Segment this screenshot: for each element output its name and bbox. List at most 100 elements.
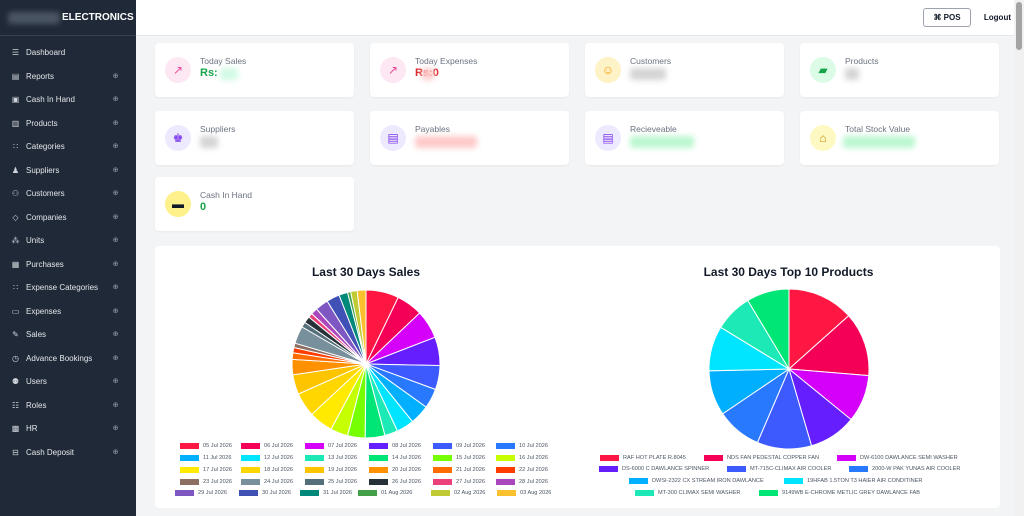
legend-item[interactable]: 06 Jul 2026: [241, 442, 293, 450]
brand-logo[interactable]: ELECTRONICS: [0, 0, 136, 36]
legend-item[interactable]: 27 Jul 2026: [433, 478, 485, 486]
legend-item[interactable]: 28 Jul 2026: [496, 478, 548, 486]
legend-item[interactable]: 07 Jul 2026: [305, 442, 357, 450]
legend-item[interactable]: 9149WB E-CHROME METLIC GREY DAWLANCE FAB: [759, 489, 920, 497]
customer-icon: ☺: [595, 57, 621, 83]
trend-up-icon: ↗: [165, 57, 191, 83]
legend-item[interactable]: 23 Jul 2026: [180, 478, 232, 486]
products-pie-slice[interactable]: [788, 288, 850, 371]
products-pie-slice[interactable]: [747, 288, 790, 371]
legend-label: 9149WB E-CHROME METLIC GREY DAWLANCE FAB: [782, 490, 921, 496]
sidebar-item-expenses[interactable]: ▭ Expenses ⊕: [0, 300, 136, 324]
sidebar-item-categories[interactable]: ∷ Categories ⊕: [0, 135, 136, 159]
legend-item[interactable]: 19HFAB 1.5TON T3 HAIER AIR CONDITINER: [784, 477, 922, 485]
legend-item[interactable]: 25 Jul 2026: [305, 478, 357, 486]
legend-item[interactable]: 24 Jul 2026: [241, 478, 293, 486]
legend-label: 28 Jul 2026: [519, 479, 548, 485]
legend-item[interactable]: 19 Jul 2026: [305, 466, 357, 474]
sidebar-item-customers[interactable]: ⚇ Customers ⊕: [0, 182, 136, 206]
legend-item[interactable]: 18 Jul 2026: [241, 466, 293, 474]
money-icon: ▤: [595, 125, 621, 151]
legend-item[interactable]: 13 Jul 2026: [305, 454, 357, 462]
sidebar-item-label: HR: [26, 424, 38, 434]
chevron-icon: ⊕: [112, 425, 119, 433]
legend-item[interactable]: 03 Aug 2026: [497, 489, 551, 497]
categories-icon: ∷: [12, 142, 19, 152]
legend-item[interactable]: 20 Jul 2026: [369, 466, 421, 474]
legend-item[interactable]: MT-715C-CLIMAX AIR COOLER: [727, 465, 831, 473]
sidebar-item-hr[interactable]: ▩ HR ⊕: [0, 417, 136, 441]
sidebar-item-companies[interactable]: ◇ Companies ⊕: [0, 206, 136, 230]
legend-item[interactable]: 08 Jul 2026: [369, 442, 421, 450]
legend-label: 18 Jul 2026: [264, 467, 293, 473]
legend-item[interactable]: 02 Aug 2026: [431, 489, 485, 497]
legend-item[interactable]: 31 Jul 2026: [300, 489, 352, 497]
sidebar-item-sales[interactable]: ✎ Sales ⊕: [0, 323, 136, 347]
legend-swatch: [241, 443, 260, 449]
legend-label: 24 Jul 2026: [264, 479, 293, 485]
legend-swatch: [305, 443, 324, 449]
sidebar-item-users[interactable]: ⚉ Users ⊕: [0, 370, 136, 394]
sidebar-item-units[interactable]: ⁂ Units ⊕: [0, 229, 136, 253]
legend-item[interactable]: 29 Jul 2026: [175, 489, 227, 497]
sidebar-item-cash-in-hand[interactable]: ▣ Cash In Hand ⊕: [0, 88, 136, 112]
legend-label: DWSI-2322 CX STREAM IRON DAWLANCE: [652, 478, 764, 484]
legend-item[interactable]: 12 Jul 2026: [241, 454, 293, 462]
legend-item[interactable]: 21 Jul 2026: [433, 466, 485, 474]
legend-item[interactable]: 09 Jul 2026: [433, 442, 485, 450]
legend-item[interactable]: 14 Jul 2026: [369, 454, 421, 462]
products-pie-slice[interactable]: [787, 315, 870, 377]
legend-item[interactable]: 15 Jul 2026: [433, 454, 485, 462]
grid-icon: ☰: [11, 48, 20, 58]
legend-item[interactable]: 26 Jul 2026: [369, 478, 421, 486]
legend-label: MT-715C-CLIMAX AIR COOLER: [750, 466, 832, 472]
legend-item[interactable]: 05 Jul 2026: [180, 442, 232, 450]
sidebar-item-label: Units: [26, 236, 45, 246]
stat-card-title: Recieveable: [630, 124, 677, 134]
scrollbar-thumb[interactable]: [1016, 2, 1022, 50]
scrollbar[interactable]: [1014, 0, 1024, 516]
legend-item[interactable]: 01 Aug 2026: [358, 489, 412, 497]
legend-item[interactable]: DS-6000 C DAWLANCE SPINNER: [599, 465, 709, 473]
legend-label: 07 Jul 2026: [328, 443, 357, 449]
sidebar-item-label: Expenses: [26, 306, 62, 316]
legend-item[interactable]: 16 Jul 2026: [496, 454, 548, 462]
sidebar-item-purchases[interactable]: ▦ Purchases ⊕: [0, 253, 136, 277]
legend-label: 29 Jul 2026: [198, 490, 227, 496]
sidebar-item-dashboard[interactable]: ☰ Dashboard: [0, 41, 136, 65]
stat-card-title: Today Expenses: [415, 56, 478, 66]
pos-button[interactable]: ⌘ POS: [923, 8, 971, 27]
legend-swatch: [496, 467, 515, 473]
sidebar-item-expense-categories[interactable]: ∷ Expense Categories ⊕: [0, 276, 136, 300]
legend-swatch: [433, 443, 452, 449]
legend-item[interactable]: 11 Jul 2026: [180, 454, 232, 462]
sidebar-item-cash-deposit[interactable]: ⊟ Cash Deposit ⊕: [0, 441, 136, 465]
sales-pie-chart: [291, 289, 441, 439]
sales-pie-slice[interactable]: [356, 289, 367, 365]
sidebar-item-reports[interactable]: ▤ Reports ⊕: [0, 65, 136, 89]
legend-item[interactable]: MT-300 CLIMAX SEMI WASHER: [635, 489, 740, 497]
redacted-value: [415, 136, 477, 148]
sidebar-item-advance-bookings[interactable]: ◷ Advance Bookings ⊕: [0, 347, 136, 371]
legend-item[interactable]: 10 Jul 2026: [496, 442, 548, 450]
logout-link[interactable]: Logout: [983, 13, 1011, 22]
legend-label: 09 Jul 2026: [456, 443, 485, 449]
legend-item[interactable]: 17 Jul 2026: [180, 466, 232, 474]
legend-label: 13 Jul 2026: [328, 455, 357, 461]
legend-item[interactable]: 30 Jul 2026: [239, 489, 291, 497]
legend-item[interactable]: NDS FAN PEDESTAL COPPER FAN: [704, 454, 819, 462]
chevron-icon: ⊕: [112, 307, 119, 315]
legend-item[interactable]: 22 Jul 2026: [496, 466, 548, 474]
sidebar-item-suppliers[interactable]: ♟ Suppliers ⊕: [0, 159, 136, 183]
legend-swatch: [433, 455, 452, 461]
legend-item[interactable]: DWSI-2322 CX STREAM IRON DAWLANCE: [629, 477, 764, 485]
sidebar-item-roles[interactable]: ☷ Roles ⊕: [0, 394, 136, 418]
legend-item[interactable]: 2000-W PAK YUNAS AIR COOLER: [849, 465, 960, 473]
legend-item[interactable]: DW-6100 DAWLANCE SEMI WASHER: [837, 454, 958, 462]
sidebar-item-products[interactable]: ▥ Products ⊕: [0, 112, 136, 136]
legend-label: 12 Jul 2026: [264, 455, 293, 461]
legend-item[interactable]: RAF HOT PLATE R.8045: [600, 454, 686, 462]
legend-swatch: [180, 467, 199, 473]
legend-label: 30 Jul 2026: [262, 490, 291, 496]
sidebar-item-label: Suppliers: [26, 165, 60, 175]
